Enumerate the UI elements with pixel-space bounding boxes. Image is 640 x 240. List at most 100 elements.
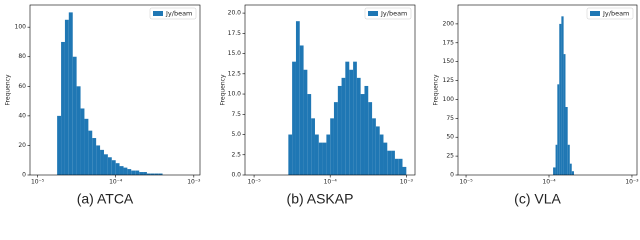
bar — [337, 85, 342, 175]
bar — [115, 163, 120, 175]
bar — [92, 138, 97, 175]
x-tick-label: 10⁻⁴ — [109, 179, 123, 186]
y-tick-label: 15.0 — [228, 50, 242, 57]
y-tick-label: 17.5 — [228, 30, 242, 37]
bar — [314, 134, 319, 175]
bar — [356, 77, 361, 175]
bar — [150, 173, 155, 175]
bar — [561, 16, 564, 176]
bar — [569, 163, 572, 175]
caption: (c) VLA — [514, 191, 561, 207]
bar — [299, 45, 304, 175]
x-tick-label: 10⁻⁴ — [542, 179, 556, 186]
bar — [154, 173, 159, 175]
y-tick-label: 80 — [18, 53, 26, 60]
bar — [565, 107, 568, 175]
y-tick-label: 60 — [18, 83, 26, 90]
bar — [139, 172, 144, 175]
bar — [84, 118, 89, 175]
y-tick-label: 100 — [15, 24, 27, 31]
bar — [559, 23, 562, 176]
bar — [135, 170, 140, 175]
bar — [292, 61, 296, 175]
bar — [288, 134, 293, 175]
bar — [322, 142, 327, 175]
bar — [295, 21, 300, 175]
bar — [326, 134, 331, 175]
y-tick-label: 7.5 — [231, 111, 241, 118]
bar — [349, 69, 354, 175]
bar — [391, 150, 395, 175]
bar — [143, 172, 147, 175]
legend-swatch — [153, 11, 163, 16]
bar — [353, 61, 357, 175]
bar — [394, 158, 399, 175]
y-tick-label: 0 — [450, 172, 454, 179]
bar — [158, 173, 163, 175]
y-tick-label: 2.5 — [231, 151, 241, 158]
bar — [379, 134, 384, 175]
legend-box — [586, 7, 634, 20]
x-tick-label: 10⁻⁵ — [459, 179, 473, 186]
bar — [563, 54, 566, 175]
bar — [88, 130, 93, 175]
legend-box — [364, 7, 412, 20]
legend-swatch — [368, 11, 378, 16]
legend-swatch — [590, 11, 600, 16]
y-tick-label: 5.0 — [231, 131, 241, 138]
y-tick-label: 75 — [446, 115, 454, 122]
y-tick-label: 20.0 — [228, 10, 242, 17]
bar — [146, 173, 151, 175]
plot-frame — [29, 4, 201, 176]
bar — [100, 149, 104, 175]
bar — [307, 94, 312, 175]
bar — [383, 142, 388, 175]
y-tick-label: 100 — [443, 96, 455, 103]
legend-label: Jy/beam — [165, 10, 192, 18]
bar — [318, 142, 323, 175]
bar — [555, 144, 558, 175]
bar — [61, 41, 65, 176]
y-tick-label: 50 — [446, 134, 454, 141]
bar — [372, 118, 376, 175]
panel: 0 20 40 60 80 100 10⁻⁵ 10⁻⁴ 10⁻³ Frequency Jy/beam… — [5, 4, 201, 207]
bar — [360, 94, 365, 175]
x-tick-label: 10⁻⁴ — [324, 179, 338, 186]
bar — [341, 77, 346, 175]
bar — [333, 102, 338, 175]
bar — [387, 150, 392, 175]
y-tick-label: 0.0 — [231, 172, 241, 179]
bar — [402, 166, 407, 175]
y-tick-label: 175 — [443, 39, 455, 46]
legend-label: Jy/beam — [602, 10, 629, 18]
bar — [76, 86, 81, 175]
bar — [127, 169, 132, 175]
x-tick-label: 10⁻³ — [625, 179, 639, 186]
bar — [345, 61, 350, 175]
bar — [330, 118, 334, 175]
bar — [567, 144, 570, 175]
plot-frame — [457, 4, 638, 176]
x-tick-label: 10⁻³ — [400, 179, 414, 186]
bar — [303, 69, 308, 175]
figure: 0 20 40 60 80 100 10⁻⁵ 10⁻⁴ 10⁻³ Frequency Jy/beam… — [5, 4, 639, 207]
bar — [311, 118, 315, 175]
y-axis-label: Frequency — [220, 74, 227, 105]
y-tick-label: 25 — [446, 153, 454, 160]
y-tick-label: 10.0 — [228, 91, 242, 98]
bar — [96, 145, 101, 175]
y-tick-label: 125 — [443, 77, 455, 84]
bar — [131, 170, 136, 175]
y-tick-label: 0 — [22, 172, 26, 179]
bar — [364, 85, 369, 175]
bar — [68, 12, 73, 176]
bar — [557, 84, 560, 175]
bar — [80, 108, 85, 175]
x-tick-label: 10⁻³ — [187, 179, 201, 186]
x-tick-label: 10⁻⁵ — [247, 179, 261, 186]
y-tick-label: 20 — [18, 142, 26, 149]
bar — [123, 167, 128, 175]
y-tick-label: 150 — [443, 58, 455, 65]
bar — [64, 19, 69, 175]
bar — [57, 115, 62, 175]
